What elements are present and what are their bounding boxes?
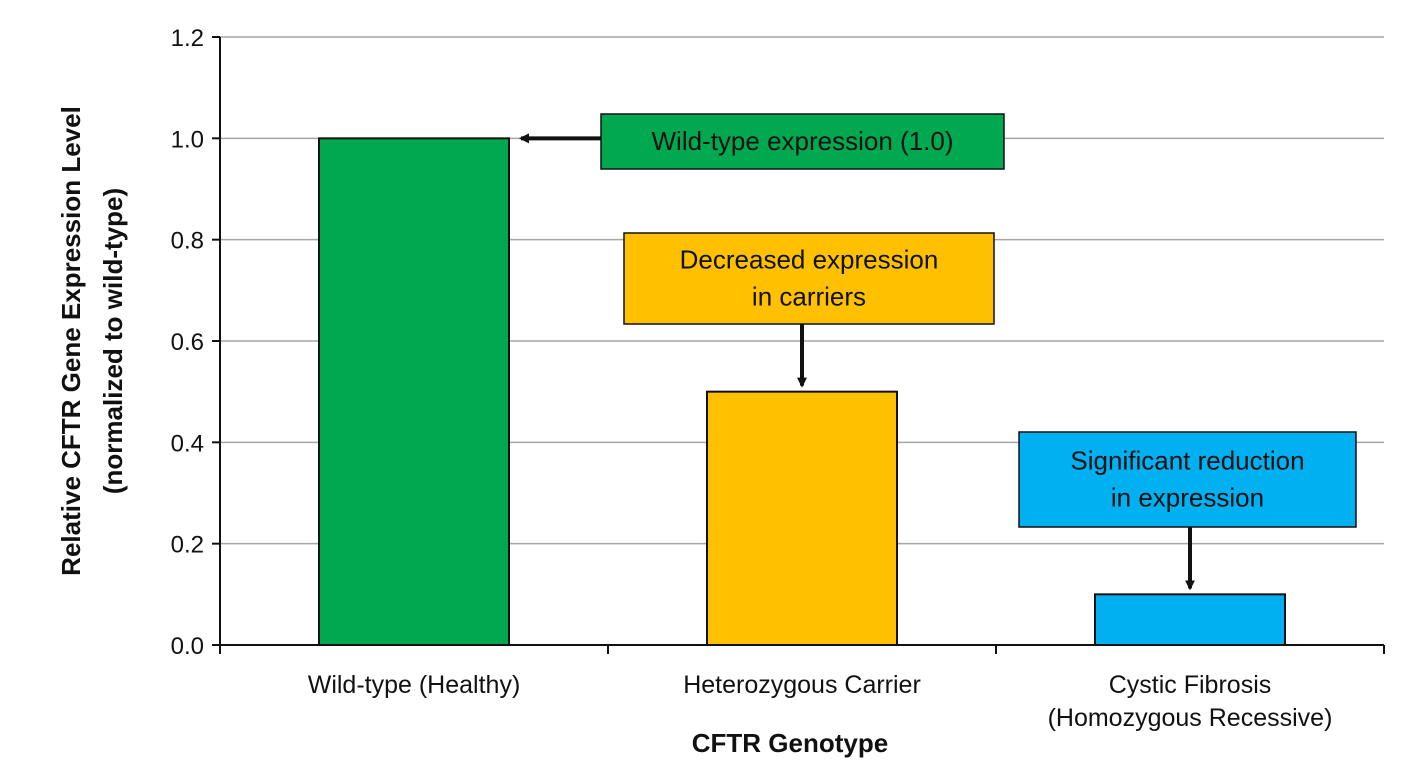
y-tick-label: 0.8 bbox=[171, 228, 204, 255]
x-category-label: Heterozygous Carrier bbox=[683, 671, 921, 699]
x-axis-title: CFTR Genotype bbox=[692, 728, 888, 758]
bar bbox=[1094, 593, 1286, 646]
y-tick-label: 0.2 bbox=[171, 532, 204, 559]
y-tick-label: 0.0 bbox=[171, 633, 204, 660]
annotation-text: Wild-type expression (1.0) bbox=[652, 126, 954, 156]
x-category-label-line: Wild-type (Healthy) bbox=[308, 671, 521, 699]
x-category-label-line: (Homozygous Recessive) bbox=[1048, 704, 1333, 732]
annotation-text-line: Decreased expression bbox=[680, 245, 939, 275]
x-category-label: Cystic Fibrosis (Homozygous Recessive) bbox=[1048, 671, 1333, 732]
x-category-label-line: Cystic Fibrosis bbox=[1109, 671, 1272, 699]
y-tick-label: 1.2 bbox=[171, 25, 204, 52]
annotation-text-line: Significant reduction bbox=[1070, 446, 1304, 476]
y-axis-title-line: (normalized to wild-type) bbox=[98, 188, 128, 494]
y-axis-title: Relative CFTR Gene Expression Level (norm… bbox=[56, 106, 128, 576]
y-tick-label: 1.0 bbox=[171, 126, 204, 153]
annotation-text-line: in carriers bbox=[752, 282, 866, 312]
annotation-box bbox=[623, 232, 995, 325]
y-tick-label: 0.4 bbox=[171, 430, 204, 457]
annotation-box bbox=[600, 113, 1005, 170]
annotation-text-line: Wild-type expression (1.0) bbox=[652, 126, 954, 156]
y-axis-title-line: Relative CFTR Gene Expression Level bbox=[56, 106, 86, 576]
bar bbox=[706, 390, 898, 646]
x-category-label: Wild-type (Healthy) bbox=[308, 671, 521, 699]
annotation-box bbox=[1018, 431, 1357, 528]
x-category-label-line: Heterozygous Carrier bbox=[683, 671, 921, 699]
annotation-text: Decreased expression in carriers bbox=[680, 245, 939, 312]
y-tick-label: 0.6 bbox=[171, 329, 204, 356]
annotation-text-line: in expression bbox=[1111, 483, 1264, 513]
annotation-text: Significant reduction in expression bbox=[1070, 446, 1304, 513]
bar bbox=[318, 137, 510, 646]
